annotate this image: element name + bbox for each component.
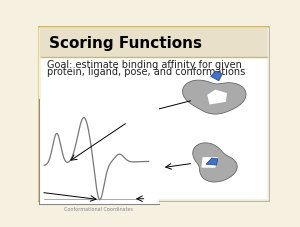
FancyBboxPatch shape [40, 29, 268, 59]
Text: Goal: estimate binding affinity for given: Goal: estimate binding affinity for give… [47, 60, 242, 70]
Polygon shape [193, 143, 237, 182]
Text: Scoring Functions: Scoring Functions [49, 35, 202, 50]
Bar [41, 58, 266, 199]
Polygon shape [41, 117, 95, 153]
Polygon shape [207, 90, 227, 105]
FancyBboxPatch shape [38, 27, 270, 202]
Polygon shape [69, 129, 80, 138]
Polygon shape [211, 72, 222, 81]
Polygon shape [201, 158, 218, 168]
Polygon shape [206, 158, 218, 165]
X-axis label: Conformational Coordinates: Conformational Coordinates [64, 206, 134, 211]
Text: protein, ligand, pose, and conformations: protein, ligand, pose, and conformations [47, 67, 245, 77]
Polygon shape [182, 81, 246, 115]
Polygon shape [69, 127, 83, 141]
